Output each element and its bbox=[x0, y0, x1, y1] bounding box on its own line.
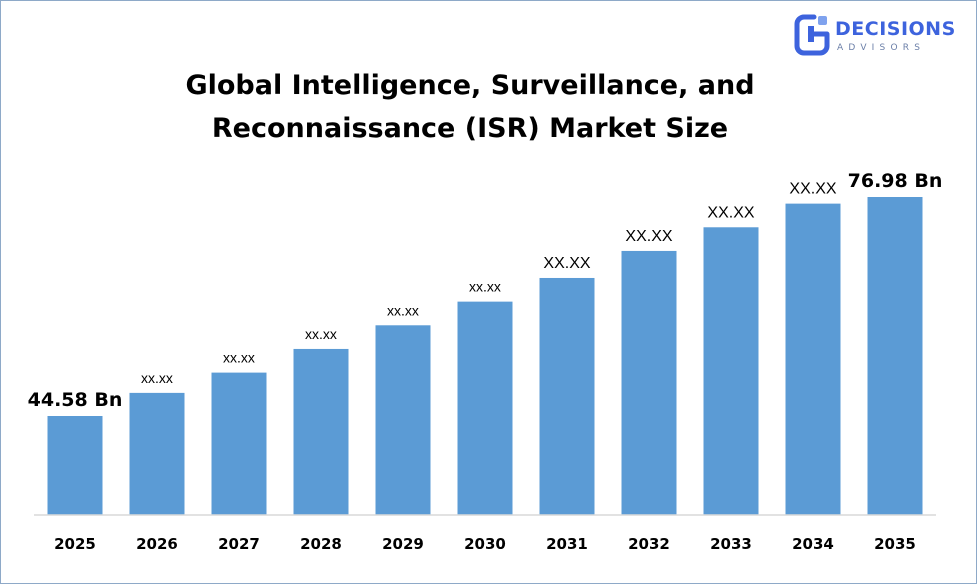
data-label-2031: XX.XX bbox=[543, 255, 590, 272]
x-tick-2029: 2029 bbox=[382, 535, 424, 553]
data-label-2033: XX.XX bbox=[707, 204, 754, 221]
x-tick-2030: 2030 bbox=[464, 535, 506, 553]
bar-2034 bbox=[785, 203, 841, 515]
bar-2032 bbox=[621, 250, 677, 515]
x-tick-2028: 2028 bbox=[300, 535, 342, 553]
logo-mark-icon bbox=[794, 14, 830, 56]
x-tick-2034: 2034 bbox=[792, 535, 834, 553]
x-tick-2035: 2035 bbox=[874, 535, 916, 553]
bar-2029 bbox=[375, 325, 431, 515]
x-tick-2033: 2033 bbox=[710, 535, 752, 553]
bar-2026 bbox=[129, 392, 185, 515]
chart-title-line-2: Reconnaissance (ISR) Market Size bbox=[211, 113, 729, 144]
x-tick-2027: 2027 bbox=[218, 535, 260, 553]
data-label-2032: XX.XX bbox=[625, 228, 672, 245]
bar-2030 bbox=[457, 301, 513, 515]
brand-subtitle: ADVISORS bbox=[837, 43, 926, 53]
brand-logo: DECISIONS ADVISORS bbox=[794, 14, 964, 58]
data-label-2025: 44.58 Bn bbox=[28, 389, 123, 411]
bar-2028 bbox=[293, 348, 349, 515]
chart-title-line-1: Global Intelligence, Surveillance, and bbox=[185, 70, 755, 101]
x-tick-2026: 2026 bbox=[136, 535, 178, 553]
data-label-2026: xx.xx bbox=[141, 370, 173, 386]
bar-2027 bbox=[211, 372, 267, 515]
bar-2033 bbox=[703, 227, 759, 515]
x-tick-2032: 2032 bbox=[628, 535, 670, 553]
data-label-2035: 76.98 Bn bbox=[848, 170, 943, 192]
x-tick-2025: 2025 bbox=[54, 535, 96, 553]
bar-2031 bbox=[539, 277, 595, 515]
chart-title: Global Intelligence, Surveillance, and R… bbox=[100, 64, 840, 150]
bar-2025 bbox=[47, 416, 103, 515]
data-label-2027: xx.xx bbox=[223, 350, 255, 366]
data-label-2030: xx.xx bbox=[469, 279, 501, 295]
x-tick-2031: 2031 bbox=[546, 535, 588, 553]
data-label-2034: XX.XX bbox=[789, 181, 836, 198]
brand-name: DECISIONS bbox=[835, 18, 956, 40]
bar-2035 bbox=[867, 197, 923, 515]
data-label-2029: xx.xx bbox=[387, 302, 419, 318]
data-label-2028: xx.xx bbox=[305, 326, 337, 342]
